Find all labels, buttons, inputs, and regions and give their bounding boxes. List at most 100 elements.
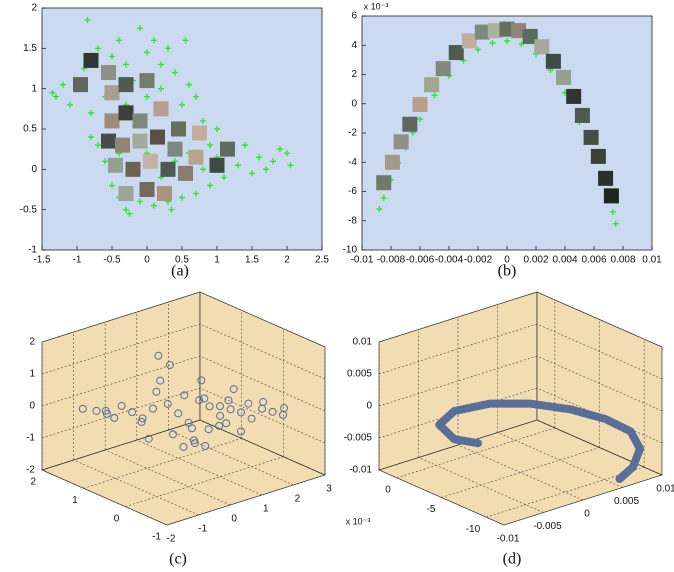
point: [60, 81, 66, 88]
point: [376, 206, 383, 213]
y-tick-label: 1.5: [23, 43, 37, 54]
point: [88, 134, 94, 141]
x-tick-label: 0.004: [552, 255, 577, 266]
grid-line: [199, 323, 326, 380]
thumbnail: [545, 53, 561, 69]
x-tick-label: 0.006: [581, 255, 606, 266]
grid-line: [168, 429, 294, 486]
point: [244, 399, 253, 408]
x-tick-label: -1.5: [33, 255, 51, 266]
thumbnail: [448, 45, 464, 61]
y-tick-label: -4: [348, 157, 357, 168]
curve: [435, 399, 645, 483]
point: [612, 220, 619, 227]
thumbnail: [118, 105, 134, 121]
x-tick-label: 0: [504, 255, 510, 266]
grid-line: [536, 323, 663, 380]
z-tick-label: 0: [29, 401, 35, 412]
y-tick-label: 0: [114, 513, 120, 524]
point: [117, 401, 126, 410]
point: [144, 49, 150, 56]
point: [109, 182, 115, 189]
point: [179, 101, 185, 108]
thumbnail: [511, 23, 527, 39]
point: [280, 404, 289, 413]
point: [259, 398, 268, 407]
point: [489, 40, 496, 47]
point: [165, 45, 171, 52]
point: [229, 385, 238, 394]
thumbnail: [157, 186, 172, 202]
point: [78, 404, 87, 413]
point: [156, 376, 165, 385]
thumbnail: [461, 33, 477, 49]
point: [263, 166, 269, 173]
x-tick-label: -0.008: [377, 255, 406, 266]
point: [256, 154, 262, 161]
point: [242, 142, 248, 149]
grid-line: [199, 291, 326, 348]
point: [92, 406, 101, 415]
thumbnail: [393, 134, 409, 150]
thumbnail: [499, 21, 515, 37]
point: [222, 419, 231, 428]
thumbnail: [160, 161, 176, 177]
x-tick-label: -0.5: [103, 255, 121, 266]
point: [182, 37, 189, 44]
z-tick-label: 2: [29, 337, 35, 348]
thumbnail: [118, 77, 134, 93]
point: [174, 409, 183, 418]
point: [200, 166, 206, 173]
point: [190, 439, 199, 448]
x-tick-label: -1: [73, 255, 82, 266]
thumbnail: [167, 141, 183, 157]
grid-line: [199, 355, 326, 412]
x-tick-label: -1: [198, 524, 207, 535]
grid-line: [41, 469, 168, 526]
point: [417, 116, 423, 123]
point: [110, 413, 119, 422]
grid-line: [536, 419, 663, 476]
thumbnail: [108, 157, 123, 173]
grid-line: [536, 355, 663, 412]
x-tick-label: 0.005: [614, 496, 639, 507]
x-tick-label: 2: [284, 255, 290, 266]
point: [504, 37, 510, 44]
point: [215, 421, 224, 430]
point: [123, 206, 129, 213]
point: [180, 391, 189, 400]
point: [172, 69, 178, 76]
thumbnail: [220, 141, 235, 157]
caption: (c): [169, 551, 187, 568]
point: [102, 158, 108, 165]
x-tick-label: 1: [263, 504, 269, 515]
point: [207, 142, 213, 149]
point: [214, 126, 220, 132]
point: [154, 351, 163, 360]
point: [270, 158, 276, 165]
y-tick-label: 2: [351, 69, 357, 80]
thumbnail: [474, 24, 490, 40]
point: [237, 408, 246, 417]
thumbnail: [566, 88, 582, 104]
thumbnail: [139, 73, 155, 89]
thumbnail: [171, 121, 186, 137]
point: [268, 407, 277, 416]
y-tick-label: 6: [351, 11, 357, 22]
thumbnail: [209, 157, 225, 173]
point: [235, 162, 241, 169]
point: [216, 411, 225, 420]
thumbnail: [83, 52, 99, 68]
thumbnail: [143, 153, 158, 169]
point: [109, 53, 115, 60]
point: [149, 404, 158, 413]
point: [95, 45, 101, 52]
thumbnail: [487, 23, 503, 39]
thumbnail: [583, 129, 599, 145]
thumbnail: [556, 69, 572, 85]
grid-line: [457, 444, 584, 501]
point: [197, 376, 206, 385]
thumbnail: [188, 149, 204, 165]
point: [158, 85, 164, 92]
